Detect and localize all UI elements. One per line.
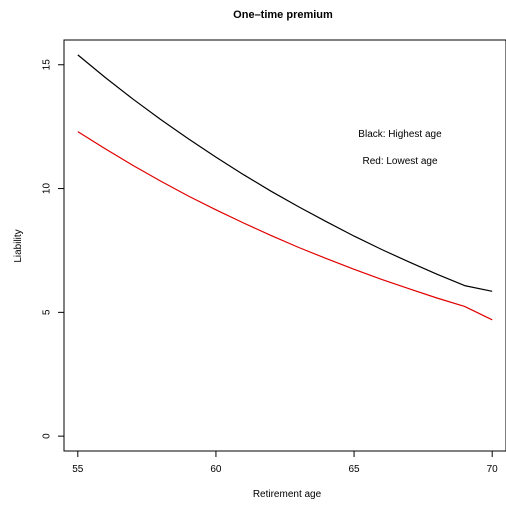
- y-tick-label: 5: [42, 309, 53, 315]
- plot-frame: [63, 39, 506, 452]
- x-tick-label: 60: [210, 464, 222, 475]
- x-axis-label: Retirement age: [253, 489, 322, 500]
- x-tick-label: 70: [487, 464, 499, 475]
- x-tick-label: 65: [349, 464, 361, 475]
- legend-note-red: Red: Lowest age: [362, 156, 437, 167]
- y-tick-label: 0: [42, 433, 53, 439]
- y-tick-label: 15: [42, 59, 53, 71]
- legend-note-black: Black: Highest age: [358, 129, 442, 140]
- series-line-red: [77, 131, 493, 321]
- series-line-black: [77, 54, 493, 292]
- series-layer: [77, 54, 493, 321]
- y-axis: 0 5 10 15: [42, 59, 65, 439]
- chart-title: One–time premium: [233, 9, 333, 21]
- x-axis: 55 60 65 70: [72, 450, 499, 475]
- y-tick-label: 10: [42, 183, 53, 195]
- x-tick-label: 55: [72, 464, 84, 475]
- y-axis-label: Liability: [13, 229, 24, 262]
